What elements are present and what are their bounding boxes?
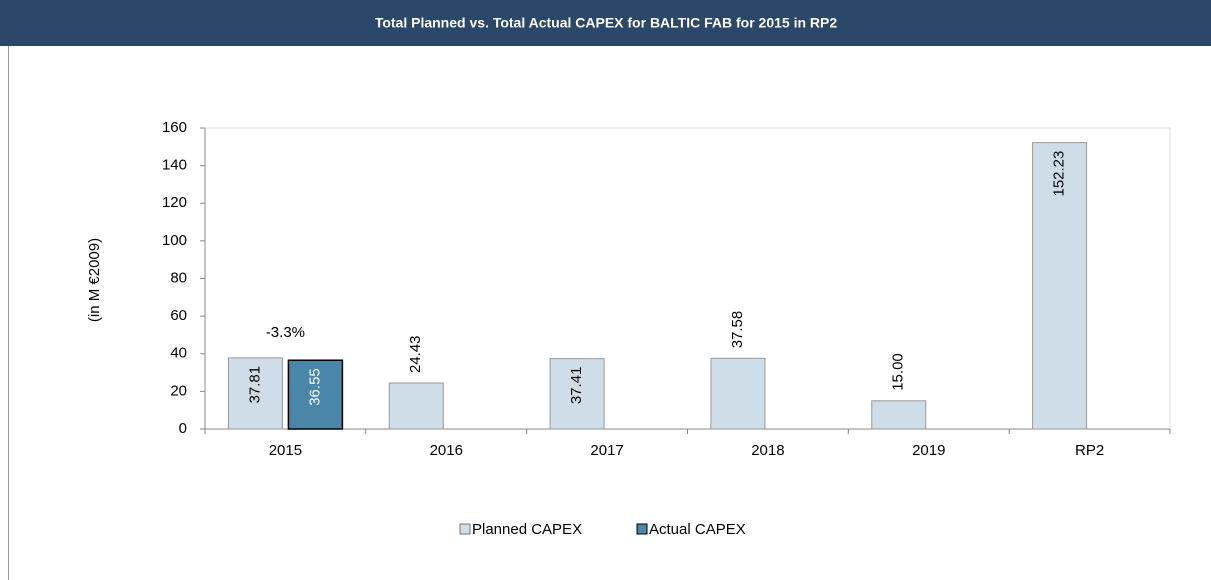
x-tick-label: 2018 (751, 442, 784, 459)
bar (549, 358, 605, 430)
y-tick-label: 0 (179, 420, 187, 437)
x-tick-label: 2017 (590, 442, 623, 459)
y-axis-label: (in M €2009) (86, 238, 103, 322)
bar (388, 382, 444, 430)
legend-swatch (636, 523, 648, 535)
data-label: 37.41 (568, 367, 585, 405)
x-tick-label: 2015 (269, 442, 302, 459)
legend-label: Actual CAPEX (649, 521, 746, 538)
y-tick-label: 20 (170, 382, 187, 399)
data-label: 15.00 (890, 353, 907, 391)
chart-title: Total Planned vs. Total Actual CAPEX for… (375, 15, 838, 31)
y-tick-label: 60 (170, 307, 187, 324)
plot-area (204, 127, 1171, 430)
data-label: 36.55 (306, 368, 323, 406)
y-tick-label: 160 (162, 119, 187, 136)
y-tick-label: 120 (162, 194, 187, 211)
data-label: 152.23 (1051, 151, 1068, 197)
y-tick-label: 40 (170, 345, 187, 362)
bar (1032, 142, 1088, 430)
data-label: 37.58 (729, 311, 746, 349)
bar (287, 359, 344, 430)
x-tick-label: 2019 (912, 442, 945, 459)
data-label: 24.43 (407, 335, 424, 373)
legend-label: Planned CAPEX (472, 521, 582, 538)
legend-swatch (459, 523, 471, 535)
y-tick-label: 80 (170, 269, 187, 286)
header-bar (0, 0, 1211, 46)
x-tick-label: 2016 (430, 442, 463, 459)
bar (710, 357, 766, 430)
bar (871, 400, 927, 430)
x-tick-label: RP2 (1075, 442, 1104, 459)
y-tick-label: 140 (162, 157, 187, 174)
y-tick-label: 100 (162, 232, 187, 249)
annotation: -3.3% (266, 324, 305, 341)
data-label: 37.81 (246, 366, 263, 404)
bar (227, 357, 283, 430)
